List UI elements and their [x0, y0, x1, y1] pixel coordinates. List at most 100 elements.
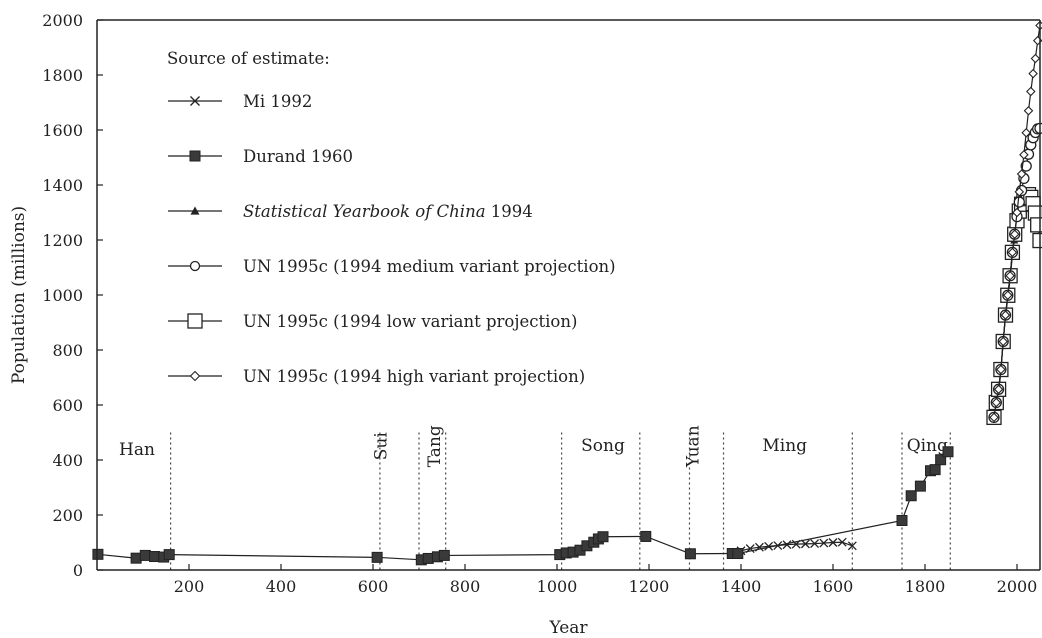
legend-label-un_high: UN 1995c (1994 high variant projection): [243, 367, 585, 386]
dynasty-label: Han: [119, 440, 155, 460]
filled-square-point: [929, 464, 941, 476]
x-tick-label: 600: [358, 577, 389, 596]
dynasty-label: Yuan: [684, 425, 704, 468]
legend-label-durand: Durand 1960: [243, 147, 353, 166]
x-tick-label: 1600: [813, 577, 854, 596]
x-mark-point: [847, 541, 857, 551]
open-diamond-point: [1000, 310, 1011, 320]
y-tick-label: 1200: [42, 231, 83, 250]
x-mark-point: [782, 540, 792, 550]
x-mark-point: [828, 538, 838, 547]
y-tick-label: 200: [52, 506, 83, 525]
x-axis-title: Year: [548, 618, 588, 638]
open-diamond-point: [1005, 270, 1015, 281]
dynasty-layer: Han Sui Tang Song Yuan Ming Qing: [119, 425, 951, 570]
open-diamond-point: [998, 336, 1008, 347]
x-tick-label: 200: [174, 577, 205, 596]
open-diamond-point: [1030, 53, 1041, 64]
filled-square-point: [914, 480, 926, 492]
series-x-mark: [727, 537, 857, 558]
open-diamond-point: [1019, 149, 1029, 160]
open-diamond-point: [1016, 169, 1027, 179]
y-tick-label: 400: [52, 451, 83, 470]
open-diamond-point: [189, 370, 201, 382]
open-diamond-point: [993, 384, 1004, 395]
filled-square-point: [640, 530, 652, 542]
series-line: [732, 541, 853, 555]
dynasty-label: Song: [581, 436, 625, 456]
filled-triangle-point: [190, 206, 200, 215]
series-filled-square: [92, 446, 954, 566]
x-mark-point: [800, 539, 810, 549]
y-tick-label: 1800: [42, 66, 83, 85]
legend-label-un_med: UN 1995c (1994 medium variant projection…: [243, 257, 616, 276]
dynasty-label: Qing: [907, 436, 948, 456]
filled-square-point: [438, 549, 450, 561]
legend-title: Source of estimate:: [167, 49, 330, 68]
x-mark-point: [810, 539, 820, 549]
x-mark-point: [190, 96, 200, 106]
y-tick-label: 1400: [42, 176, 83, 195]
open-diamond-point: [996, 364, 1006, 375]
x-tick-label: 800: [450, 577, 481, 596]
open-diamond-point: [1003, 290, 1013, 301]
ticks-layer: 200 400 600 800 1000 1200 1400 1600 1800 2000 0 200…: [42, 11, 1037, 596]
x-tick-label: 400: [266, 577, 297, 596]
filled-square-point: [371, 551, 383, 563]
open-diamond-point: [1026, 86, 1036, 97]
filled-square-point: [422, 552, 434, 564]
dynasty-label: Ming: [762, 436, 807, 456]
filled-square-point: [942, 446, 954, 458]
y-tick-label: 600: [52, 396, 83, 415]
x-tick-label: 1200: [629, 577, 670, 596]
dynasty-label: Tang: [425, 425, 445, 467]
x-tick-label: 2000: [997, 577, 1038, 596]
open-diamond-point: [1035, 20, 1042, 31]
y-tick-label: 800: [52, 341, 83, 360]
open-diamond-point: [991, 397, 1002, 408]
open-diamond-point: [1009, 229, 1020, 240]
open-circle-point: [1034, 122, 1042, 134]
open-diamond-point: [1014, 187, 1025, 197]
x-tick-label: 1000: [537, 577, 578, 596]
y-tick-label: 1000: [42, 286, 83, 305]
open-diamond-point: [1023, 105, 1034, 116]
series-open-diamond: [989, 20, 1042, 423]
open-diamond-point: [989, 412, 999, 423]
open-circle-point: [1020, 160, 1032, 172]
open-diamond-point: [1021, 127, 1031, 138]
filled-square-point: [163, 549, 175, 561]
legend-label-syc: Statistical Yearbook of China 1994: [243, 202, 533, 221]
legend-label-mi: Mi 1992: [243, 92, 312, 111]
open-diamond-point: [1007, 247, 1018, 258]
x-tick-label: 1800: [905, 577, 946, 596]
filled-square-point: [149, 551, 160, 563]
filled-square-point: [130, 552, 142, 564]
dynasty-label: Sui: [371, 432, 391, 461]
x-mark-point: [837, 537, 847, 547]
axes-layer: [96, 19, 1041, 571]
y-tick-label: 1600: [42, 121, 83, 140]
x-tick-label: 1400: [721, 577, 762, 596]
filled-square-point: [732, 548, 744, 559]
y-axis-title: Population (millions): [9, 206, 29, 384]
open-diamond-point: [1028, 68, 1038, 79]
filled-square-point: [189, 150, 201, 162]
filled-square-point: [139, 549, 151, 561]
open-square-point: [187, 313, 203, 329]
filled-square-point: [684, 548, 696, 560]
filled-square-point: [92, 548, 104, 560]
x-mark-point: [819, 538, 829, 548]
series-layer: [92, 20, 1042, 566]
filled-square-point: [905, 490, 917, 502]
open-circle-point: [1013, 196, 1025, 208]
legend-label-un_low: UN 1995c (1994 low variant projection): [243, 312, 577, 331]
open-diamond-point: [1012, 207, 1022, 218]
y-tick-label: 2000: [42, 11, 83, 30]
y-tick-label: 0: [73, 561, 83, 580]
x-mark-point: [764, 541, 774, 551]
filled-square-point: [896, 515, 908, 526]
filled-square-point: [935, 454, 947, 466]
filled-square-point: [597, 531, 609, 543]
